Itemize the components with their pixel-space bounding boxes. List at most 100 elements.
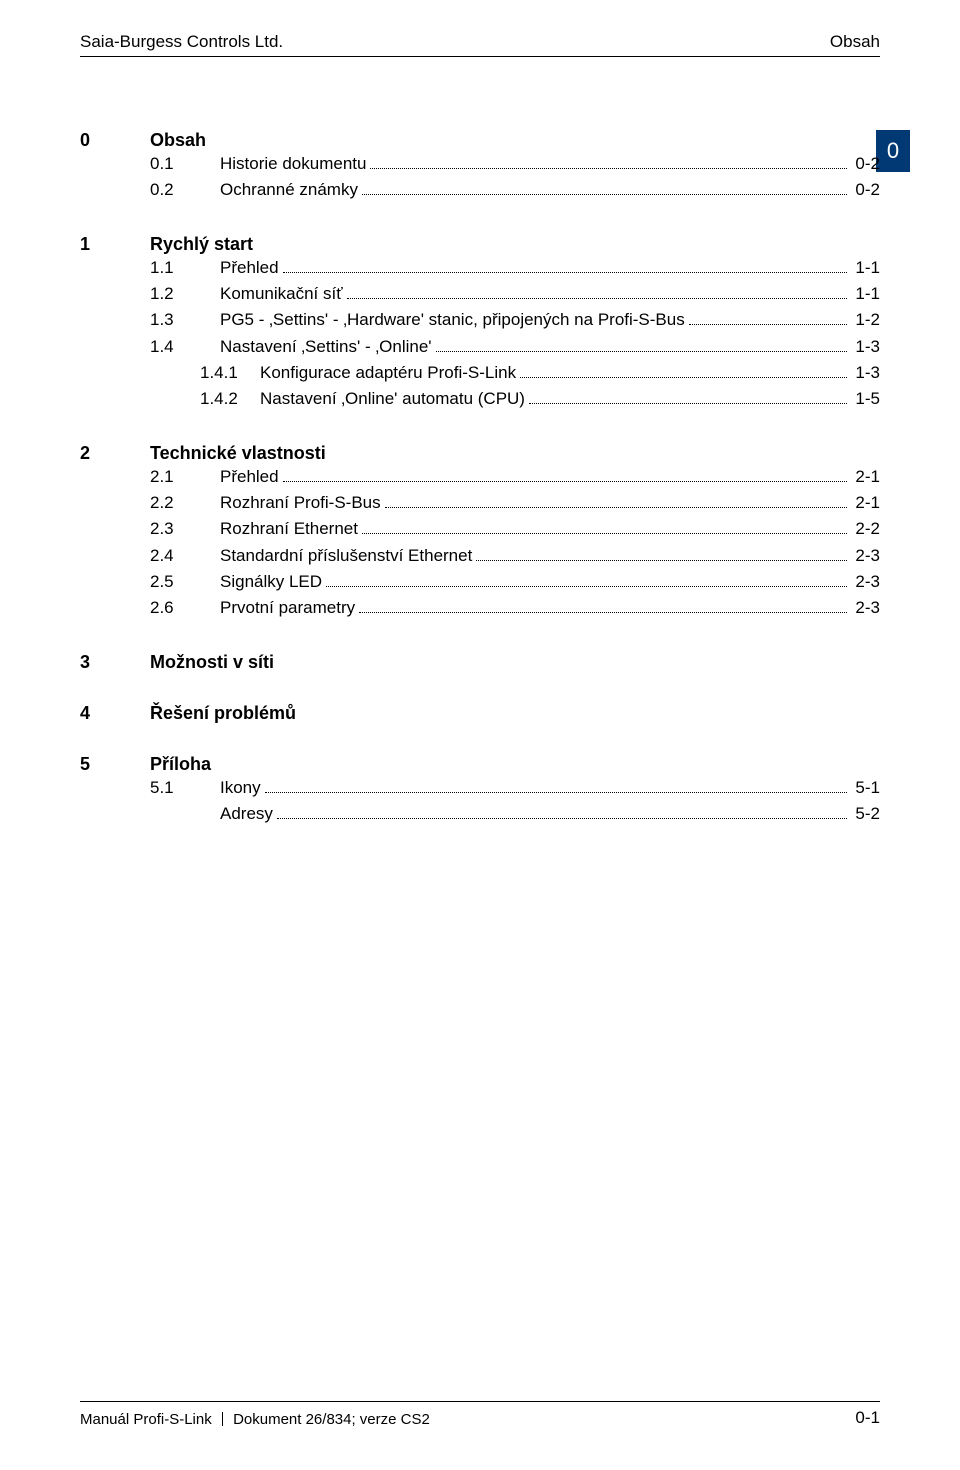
toc-entry-number: 1.3 xyxy=(150,307,220,333)
page: Saia-Burgess Controls Ltd. Obsah 0 0Obsa… xyxy=(0,0,960,1470)
toc-entry-number: 1.1 xyxy=(150,255,220,281)
toc-leader-dots xyxy=(347,298,848,299)
toc-entry: 2.5Signálky LED 2-3 xyxy=(80,569,880,595)
toc-entry-number: 2.1 xyxy=(150,464,220,490)
toc-entry-page: 2-1 xyxy=(851,464,880,490)
toc-entry-page: 1-1 xyxy=(851,281,880,307)
toc-entry: 5.1Ikony 5-1 xyxy=(80,775,880,801)
toc-section-number: 1 xyxy=(80,234,150,255)
toc-section-heading: 5Příloha xyxy=(80,754,880,775)
toc-entry: 2.2Rozhraní Profi-S-Bus 2-1 xyxy=(80,490,880,516)
toc-section-number: 4 xyxy=(80,703,150,724)
toc-section-heading: 3Možnosti v síti xyxy=(80,652,880,673)
toc-entry-title: Komunikační síť xyxy=(220,281,343,307)
toc-leader-dots xyxy=(520,377,847,378)
toc-leader-dots xyxy=(529,403,847,404)
toc-entry-title: Nastavení ‚Online' automatu (CPU) xyxy=(260,386,525,412)
footer-page-number: 0-1 xyxy=(855,1408,880,1428)
table-of-contents: 0Obsah0.1Historie dokumentu 0-2 0.2Ochrann… xyxy=(80,130,880,828)
toc-entry-title: Historie dokumentu xyxy=(220,151,366,177)
toc-entry-page: 1-1 xyxy=(851,255,880,281)
toc-entry: 1.4.2Nastavení ‚Online' automatu (CPU) 1-… xyxy=(80,386,880,412)
toc-section-heading: 0Obsah xyxy=(80,130,880,151)
toc-leader-dots xyxy=(283,272,848,273)
footer-separator xyxy=(222,1412,223,1426)
toc-leader-dots xyxy=(689,324,848,325)
toc-section-heading: 2Technické vlastnosti xyxy=(80,443,880,464)
toc-entry-title: Rozhraní Profi-S-Bus xyxy=(220,490,381,516)
toc-entry: 2.4Standardní příslušenství Ethernet 2-3 xyxy=(80,543,880,569)
toc-entry-number: 1.2 xyxy=(150,281,220,307)
toc-section-title: Technické vlastnosti xyxy=(150,443,326,464)
toc-entry-number: 1.4.2 xyxy=(200,386,260,412)
toc-entry-page: 5-2 xyxy=(851,801,880,827)
toc-entry-title: Ikony xyxy=(220,775,261,801)
toc-entry-number: 0.2 xyxy=(150,177,220,203)
toc-section-heading: 4Řešení problémů xyxy=(80,703,880,724)
toc-entry-number: 5.1 xyxy=(150,775,220,801)
toc-section-number: 5 xyxy=(80,754,150,775)
toc-entry-number: 2.2 xyxy=(150,490,220,516)
toc-entry-number: 2.6 xyxy=(150,595,220,621)
toc-entry-number: 0.1 xyxy=(150,151,220,177)
toc-entry: 1.1Přehled 1-1 xyxy=(80,255,880,281)
toc-entry: 2.1Přehled 2-1 xyxy=(80,464,880,490)
toc-entry-number: 2.4 xyxy=(150,543,220,569)
toc-entry-page: 5-1 xyxy=(851,775,880,801)
toc-leader-dots xyxy=(277,818,848,819)
toc-entry-title: PG5 - ‚Settins' - ‚Hardware' stanic, při… xyxy=(220,307,685,333)
toc-entry-title: Prvotní parametry xyxy=(220,595,355,621)
toc-entry-title: Rozhraní Ethernet xyxy=(220,516,358,542)
toc-entry: Adresy 5-2 xyxy=(80,801,880,827)
toc-entry-title: Standardní příslušenství Ethernet xyxy=(220,543,472,569)
toc-section-number: 0 xyxy=(80,130,150,151)
toc-section-title: Příloha xyxy=(150,754,211,775)
toc-entry-title: Ochranné známky xyxy=(220,177,358,203)
toc-entry: 2.3Rozhraní Ethernet 2-2 xyxy=(80,516,880,542)
toc-leader-dots xyxy=(476,560,847,561)
toc-leader-dots xyxy=(326,586,847,587)
toc-entry-title: Přehled xyxy=(220,464,279,490)
toc-entry-page: 0-2 xyxy=(851,177,880,203)
header-rule xyxy=(80,56,880,57)
toc-entry-number: 2.5 xyxy=(150,569,220,595)
toc-entry-title: Signálky LED xyxy=(220,569,322,595)
toc-entry-page: 1-5 xyxy=(851,386,880,412)
toc-entry-page: 2-3 xyxy=(851,569,880,595)
toc-leader-dots xyxy=(359,612,847,613)
toc-section-title: Obsah xyxy=(150,130,206,151)
toc-entry-page: 2-3 xyxy=(851,595,880,621)
toc-leader-dots xyxy=(385,507,848,508)
toc-section-number: 3 xyxy=(80,652,150,673)
toc-entry-page: 1-2 xyxy=(851,307,880,333)
toc-entry-page: 1-3 xyxy=(851,360,880,386)
footer-rule xyxy=(80,1401,880,1402)
toc-entry: 0.1Historie dokumentu 0-2 xyxy=(80,151,880,177)
toc-leader-dots xyxy=(283,481,848,482)
toc-leader-dots xyxy=(362,194,847,195)
toc-entry: 2.6Prvotní parametry 2-3 xyxy=(80,595,880,621)
toc-section-title: Řešení problémů xyxy=(150,703,296,724)
toc-entry: 1.4Nastavení ‚Settins' - ‚Online'1-3 xyxy=(80,334,880,360)
toc-entry-page: 2-1 xyxy=(851,490,880,516)
toc-entry-number: 1.4.1 xyxy=(200,360,260,386)
toc-entry-number: 1.4 xyxy=(150,334,220,360)
toc-entry-page: 0-2 xyxy=(851,151,880,177)
toc-section-title: Rychlý start xyxy=(150,234,253,255)
toc-entry-number: 2.3 xyxy=(150,516,220,542)
toc-leader-dots xyxy=(362,533,847,534)
toc-entry-title: Přehled xyxy=(220,255,279,281)
toc-entry-title: Konfigurace adaptéru Profi-S-Link xyxy=(260,360,516,386)
header-company: Saia-Burgess Controls Ltd. xyxy=(80,32,283,52)
toc-entry: 1.3PG5 - ‚Settins' - ‚Hardware' stanic, … xyxy=(80,307,880,333)
toc-entry-page: 2-3 xyxy=(851,543,880,569)
header-section: Obsah xyxy=(830,32,880,52)
toc-section-title: Možnosti v síti xyxy=(150,652,274,673)
toc-entry-title: Adresy xyxy=(220,801,273,827)
toc-section-heading: 1Rychlý start xyxy=(80,234,880,255)
toc-entry: 1.4.1Konfigurace adaptéru Profi-S-Link 1-… xyxy=(80,360,880,386)
footer-doc-id: Dokument 26/834; verze CS2 xyxy=(233,1411,430,1428)
footer-manual-name: Manuál Profi-S-Link xyxy=(80,1411,212,1428)
toc-entry-page: 2-2 xyxy=(851,516,880,542)
toc-section-number: 2 xyxy=(80,443,150,464)
